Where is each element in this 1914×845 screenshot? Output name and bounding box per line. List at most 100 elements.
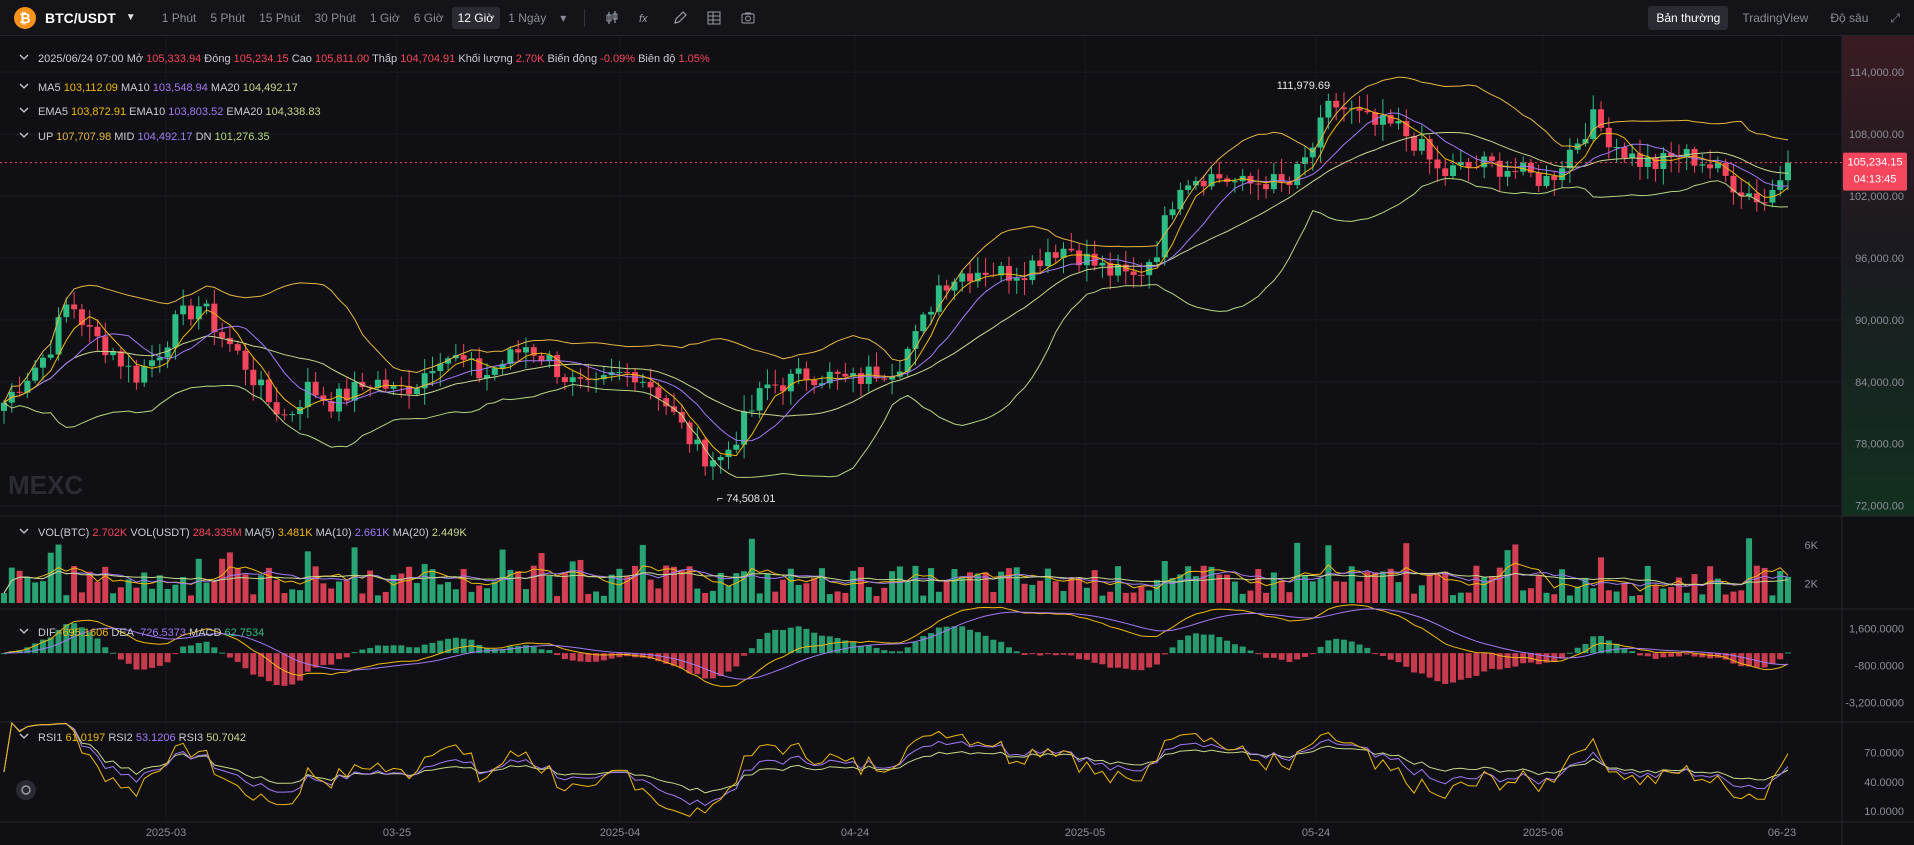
rsi-pane (3, 721, 1789, 817)
price-tick-label: 108,000.00 (1849, 129, 1904, 141)
macd-histogram-bar (195, 642, 202, 654)
date-tick-label: 04-24 (841, 827, 869, 839)
macd-histogram-bar (569, 653, 576, 661)
macd-histogram-bar (343, 653, 350, 658)
candle-body (382, 379, 389, 389)
legend-key: Đóng (201, 53, 233, 65)
view-mode-tabs: Bản thường TradingView Độ sâu ⤢ (1648, 0, 1914, 36)
interval-tab[interactable]: 12 Giờ (451, 6, 501, 29)
view-mode-tab[interactable]: Độ sâu (1830, 11, 1869, 25)
legend-key: VOL(USDT) (127, 527, 192, 539)
macd-histogram-bar (1068, 653, 1075, 656)
macd-histogram-bar (1769, 653, 1776, 665)
interval-tab[interactable]: 1 Giờ (369, 10, 400, 25)
volume-bar (1270, 572, 1277, 603)
interval-tab[interactable]: 1 Ngày (508, 10, 547, 25)
view-mode-tab[interactable]: Bản thường (1648, 6, 1729, 30)
volume-bar (203, 582, 210, 603)
macd-histogram-bar (803, 628, 810, 654)
pair-selector[interactable]: BTC/USDT (45, 9, 116, 26)
candle-type-icon[interactable] (602, 8, 622, 28)
candle-body (1169, 209, 1176, 216)
volume-bar (367, 570, 374, 603)
interval-tab[interactable]: 30 Phút (314, 10, 356, 25)
layout-grid-icon[interactable] (704, 8, 724, 28)
macd-histogram-bar (1333, 638, 1340, 654)
candle-body (71, 304, 78, 310)
expand-icon[interactable]: ⤢ (1890, 10, 1900, 25)
volume-bar (219, 558, 226, 603)
candle-body (1138, 275, 1145, 277)
macd-histogram-bar (920, 636, 927, 654)
macd-histogram-bar (530, 646, 537, 654)
candle-body (312, 381, 319, 396)
macd-histogram-bar (1543, 653, 1550, 663)
interval-tab[interactable]: 6 Giờ (413, 10, 444, 25)
macd-histogram-bar (904, 647, 911, 654)
camera-icon[interactable] (738, 8, 758, 28)
candle-body (1426, 138, 1433, 160)
candle-body (1496, 160, 1503, 177)
candle-body (1738, 192, 1745, 197)
draw-pencil-icon[interactable] (670, 8, 690, 28)
macd-histogram-bar (1231, 644, 1238, 654)
volume-bar (1652, 584, 1659, 603)
interval-tab[interactable]: 15 Phút (259, 10, 301, 25)
candle-body (959, 273, 966, 282)
macd-histogram-bar (1021, 653, 1028, 655)
legend-key: DEA (108, 627, 136, 639)
macd-histogram-bar (1208, 634, 1215, 654)
candle-body (460, 355, 467, 360)
legend-key: MA(10) (313, 527, 355, 539)
last-price-label: 105,234.15 (1847, 157, 1902, 169)
macd-histogram-bar (1644, 653, 1651, 657)
interval-more-icon[interactable]: ▾ (560, 10, 567, 25)
candle-body (1652, 157, 1659, 170)
indicator-fx-icon[interactable]: fx (636, 8, 656, 28)
volume-bar (1076, 578, 1083, 603)
view-mode-tab[interactable]: TradingView (1742, 11, 1809, 25)
collapse-chevron-icon (19, 54, 29, 60)
candle-body (78, 309, 85, 326)
candle-body (546, 355, 553, 362)
candle-body (1153, 257, 1160, 263)
volume-bar (8, 567, 15, 603)
candle-body (1683, 148, 1690, 158)
candle-body (164, 347, 171, 358)
macd-histogram-bar (585, 653, 592, 662)
macd-histogram-bar (561, 653, 568, 660)
macd-histogram-bar (998, 641, 1005, 654)
candle-body (1746, 193, 1753, 197)
candle-body (647, 381, 654, 388)
macd-histogram-bar (445, 638, 452, 654)
svg-text:fx: fx (639, 13, 648, 25)
interval-tab[interactable]: 1 Phút (161, 10, 197, 25)
candle-body (1598, 109, 1605, 128)
volume-bar (935, 591, 942, 603)
candle-body (1761, 202, 1768, 204)
candle-body (304, 381, 311, 408)
legend-value: 284.335M (193, 527, 242, 539)
chart-area[interactable]: MEXC 114,000.00 108,000.00 102,000.00 96,00… (0, 36, 1914, 845)
candle-body (1052, 252, 1059, 258)
volume-bar (265, 567, 272, 603)
candle-body (694, 439, 701, 445)
time-axis: 2025-03 03-25 2025-04 04-24 2025-05 05-24 2025… (146, 827, 1796, 839)
interval-tab[interactable]: 5 Phút (210, 10, 246, 25)
macd-histogram-bar (335, 653, 342, 660)
legend-value: -695.1606 (59, 627, 109, 639)
volume-bar (413, 582, 420, 603)
candle-body (16, 391, 23, 393)
volume-bar (460, 568, 467, 603)
settings-gear-icon[interactable] (16, 780, 36, 800)
macd-histogram-bar (787, 627, 794, 654)
macd-histogram-bar (468, 639, 475, 654)
candle-body (818, 383, 825, 386)
macd-histogram-bar (1605, 640, 1612, 654)
macd-histogram-bar (554, 653, 561, 656)
macd-histogram-bar (1224, 640, 1231, 654)
price-tick-label: 96,000.00 (1855, 253, 1904, 265)
chevron-down-icon[interactable]: ▼ (125, 12, 136, 23)
volume-bar (530, 565, 537, 603)
candle-body (577, 377, 584, 379)
